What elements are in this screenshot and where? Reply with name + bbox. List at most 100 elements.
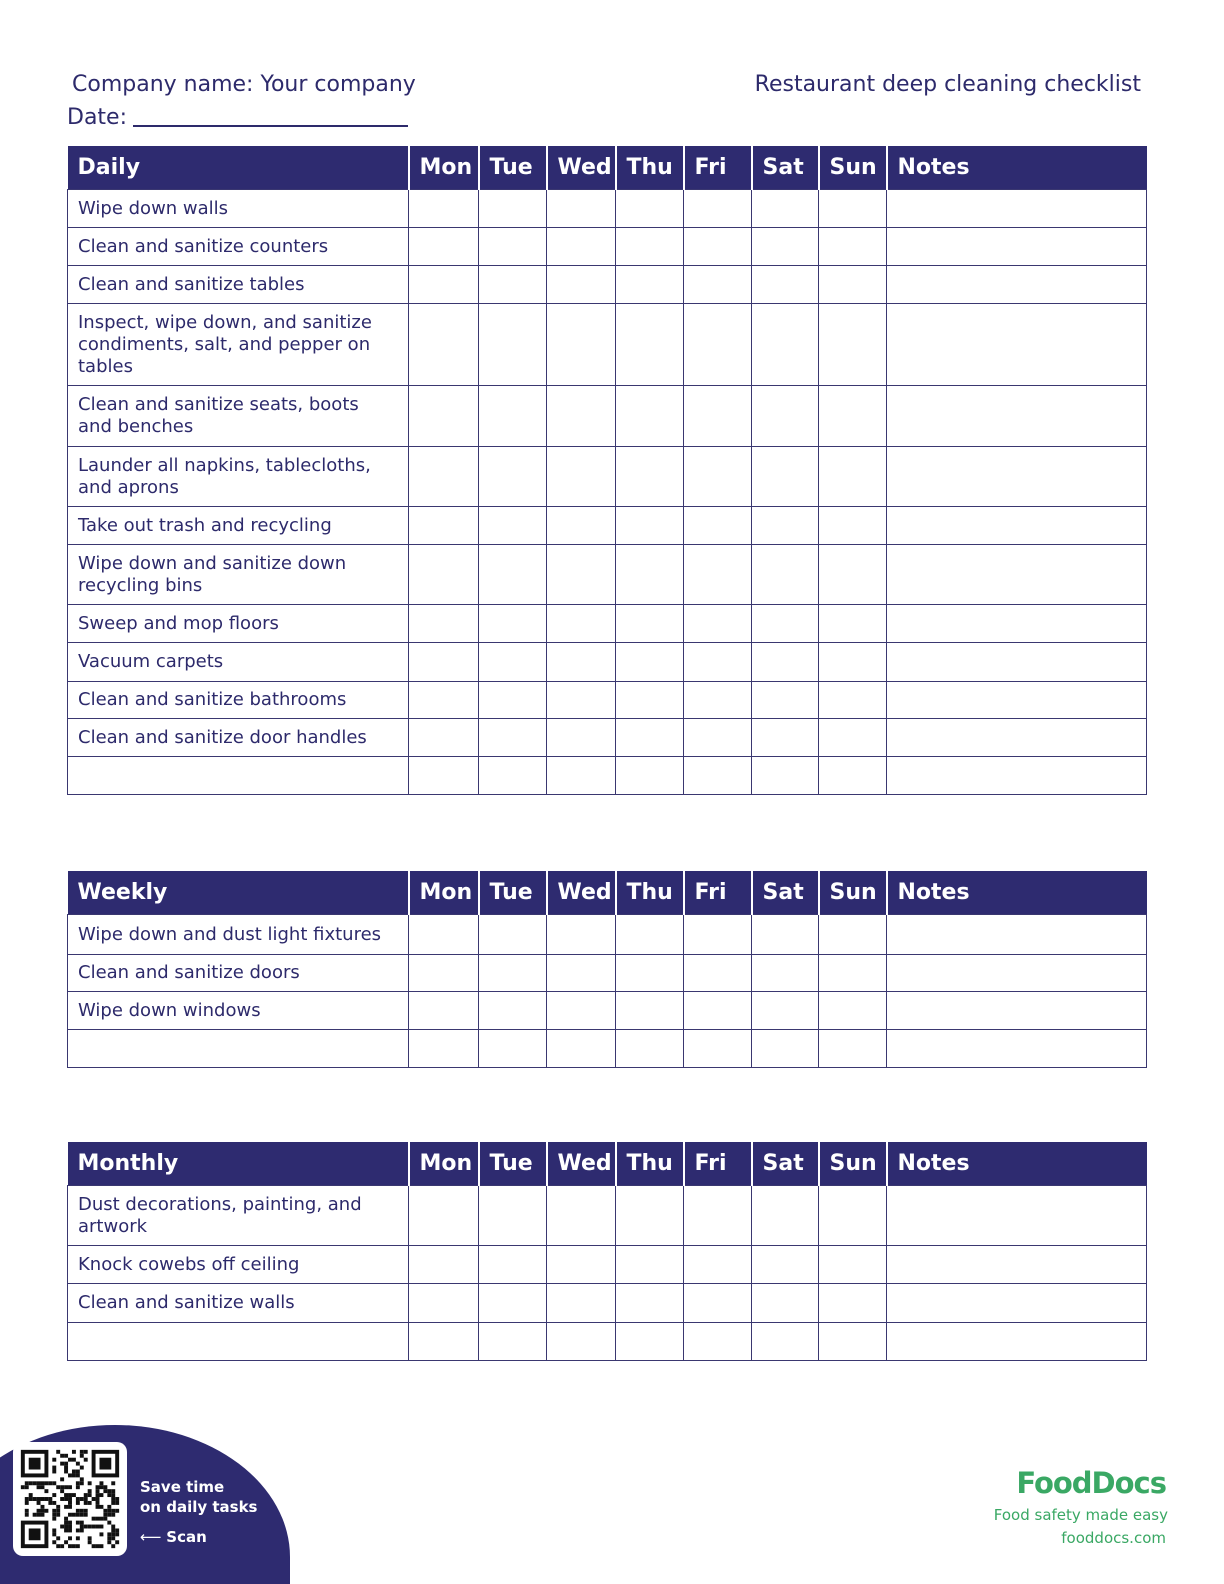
check-cell-sun[interactable] xyxy=(818,189,887,228)
check-cell-thu[interactable] xyxy=(615,227,684,266)
qr-code[interactable] xyxy=(13,1442,127,1556)
notes-cell[interactable] xyxy=(886,506,1147,545)
check-cell-thu[interactable] xyxy=(615,1322,684,1361)
check-cell-tue[interactable] xyxy=(478,991,547,1030)
check-cell-mon[interactable] xyxy=(408,227,479,266)
check-cell-thu[interactable] xyxy=(615,1029,684,1068)
date-field[interactable] xyxy=(133,125,408,127)
check-cell-tue[interactable] xyxy=(478,385,547,447)
check-cell-mon[interactable] xyxy=(408,1283,479,1323)
check-cell-sat[interactable] xyxy=(751,991,819,1030)
check-cell-sat[interactable] xyxy=(751,1283,819,1323)
check-cell-fri[interactable] xyxy=(683,756,752,795)
check-cell-thu[interactable] xyxy=(615,506,684,545)
check-cell-wed[interactable] xyxy=(546,681,616,719)
check-cell-wed[interactable] xyxy=(546,544,616,605)
check-cell-sat[interactable] xyxy=(751,681,819,719)
check-cell-tue[interactable] xyxy=(478,954,547,992)
check-cell-wed[interactable] xyxy=(546,506,616,545)
notes-cell[interactable] xyxy=(886,642,1147,682)
check-cell-tue[interactable] xyxy=(478,544,547,605)
check-cell-wed[interactable] xyxy=(546,189,616,228)
check-cell-wed[interactable] xyxy=(546,914,616,955)
notes-cell[interactable] xyxy=(886,1245,1147,1284)
notes-cell[interactable] xyxy=(886,991,1147,1030)
notes-cell[interactable] xyxy=(886,446,1147,507)
check-cell-fri[interactable] xyxy=(683,1283,752,1323)
brand-url[interactable]: fooddocs.com xyxy=(1061,1529,1166,1547)
check-cell-tue[interactable] xyxy=(478,265,547,304)
check-cell-fri[interactable] xyxy=(683,954,752,992)
check-cell-thu[interactable] xyxy=(615,446,684,507)
check-cell-mon[interactable] xyxy=(408,604,479,643)
check-cell-sat[interactable] xyxy=(751,1185,819,1246)
check-cell-mon[interactable] xyxy=(408,544,479,605)
check-cell-wed[interactable] xyxy=(546,446,616,507)
check-cell-sat[interactable] xyxy=(751,265,819,304)
check-cell-sun[interactable] xyxy=(818,991,887,1030)
check-cell-thu[interactable] xyxy=(615,189,684,228)
check-cell-tue[interactable] xyxy=(478,506,547,545)
check-cell-thu[interactable] xyxy=(615,718,684,757)
notes-cell[interactable] xyxy=(886,718,1147,757)
check-cell-sun[interactable] xyxy=(818,1245,887,1284)
check-cell-tue[interactable] xyxy=(478,446,547,507)
check-cell-fri[interactable] xyxy=(683,718,752,757)
check-cell-tue[interactable] xyxy=(478,1283,547,1323)
check-cell-wed[interactable] xyxy=(546,718,616,757)
check-cell-mon[interactable] xyxy=(408,303,479,386)
check-cell-mon[interactable] xyxy=(408,914,479,955)
check-cell-fri[interactable] xyxy=(683,1185,752,1246)
check-cell-thu[interactable] xyxy=(615,954,684,992)
check-cell-fri[interactable] xyxy=(683,544,752,605)
check-cell-sat[interactable] xyxy=(751,756,819,795)
check-cell-wed[interactable] xyxy=(546,756,616,795)
check-cell-mon[interactable] xyxy=(408,718,479,757)
check-cell-mon[interactable] xyxy=(408,385,479,447)
check-cell-thu[interactable] xyxy=(615,1185,684,1246)
notes-cell[interactable] xyxy=(886,1029,1147,1068)
check-cell-thu[interactable] xyxy=(615,1283,684,1323)
notes-cell[interactable] xyxy=(886,681,1147,719)
check-cell-sun[interactable] xyxy=(818,718,887,757)
check-cell-fri[interactable] xyxy=(683,303,752,386)
check-cell-tue[interactable] xyxy=(478,189,547,228)
check-cell-tue[interactable] xyxy=(478,756,547,795)
check-cell-sat[interactable] xyxy=(751,446,819,507)
check-cell-sun[interactable] xyxy=(818,506,887,545)
check-cell-sun[interactable] xyxy=(818,642,887,682)
check-cell-sat[interactable] xyxy=(751,544,819,605)
check-cell-sat[interactable] xyxy=(751,303,819,386)
check-cell-mon[interactable] xyxy=(408,991,479,1030)
check-cell-sun[interactable] xyxy=(818,385,887,447)
check-cell-fri[interactable] xyxy=(683,189,752,228)
check-cell-wed[interactable] xyxy=(546,1185,616,1246)
check-cell-thu[interactable] xyxy=(615,265,684,304)
notes-cell[interactable] xyxy=(886,914,1147,955)
check-cell-wed[interactable] xyxy=(546,385,616,447)
check-cell-thu[interactable] xyxy=(615,385,684,447)
check-cell-mon[interactable] xyxy=(408,681,479,719)
check-cell-sun[interactable] xyxy=(818,303,887,386)
check-cell-sun[interactable] xyxy=(818,1283,887,1323)
check-cell-sat[interactable] xyxy=(751,227,819,266)
check-cell-sun[interactable] xyxy=(818,227,887,266)
check-cell-wed[interactable] xyxy=(546,265,616,304)
notes-cell[interactable] xyxy=(886,1283,1147,1323)
notes-cell[interactable] xyxy=(886,385,1147,447)
check-cell-tue[interactable] xyxy=(478,1245,547,1284)
check-cell-sat[interactable] xyxy=(751,506,819,545)
check-cell-sun[interactable] xyxy=(818,1185,887,1246)
check-cell-fri[interactable] xyxy=(683,506,752,545)
check-cell-fri[interactable] xyxy=(683,227,752,266)
check-cell-wed[interactable] xyxy=(546,1283,616,1323)
check-cell-tue[interactable] xyxy=(478,1029,547,1068)
check-cell-wed[interactable] xyxy=(546,303,616,386)
check-cell-tue[interactable] xyxy=(478,914,547,955)
check-cell-mon[interactable] xyxy=(408,1322,479,1361)
notes-cell[interactable] xyxy=(886,227,1147,266)
check-cell-tue[interactable] xyxy=(478,227,547,266)
check-cell-mon[interactable] xyxy=(408,506,479,545)
check-cell-fri[interactable] xyxy=(683,385,752,447)
check-cell-tue[interactable] xyxy=(478,604,547,643)
